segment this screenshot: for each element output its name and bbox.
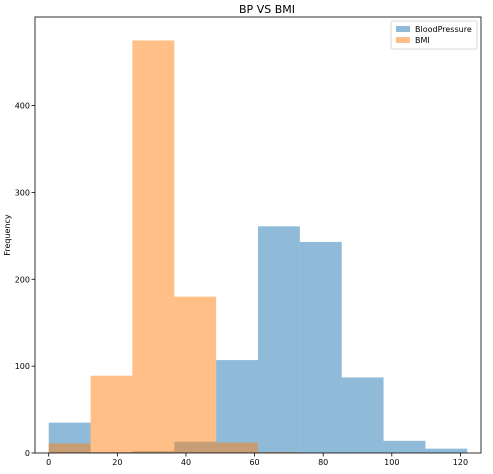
legend-label-bmi: BMI xyxy=(415,36,430,45)
bars-group xyxy=(48,40,468,454)
legend-swatch-bloodpressure xyxy=(396,26,410,32)
y-tick-label: 0 xyxy=(25,449,30,458)
y-tick-label: 100 xyxy=(15,362,30,371)
bar-bmi-5 xyxy=(258,452,300,453)
legend-swatch-bmi xyxy=(396,37,410,43)
x-tick-label: 80 xyxy=(318,458,328,467)
x-tick-label: 40 xyxy=(181,458,191,467)
ticks-group: 0 20 40 60 80 100 120 0 100 200 300 400 xyxy=(15,102,468,467)
bar-bloodpressure-7 xyxy=(341,377,384,453)
x-tick-label: 100 xyxy=(384,458,399,467)
plot-frame xyxy=(34,16,482,454)
x-tick-label: 0 xyxy=(46,458,51,467)
y-axis-label: Frequency xyxy=(3,214,12,256)
bar-bmi-2 xyxy=(132,40,175,454)
bar-bmi-0 xyxy=(48,443,91,453)
x-tick-label: 20 xyxy=(112,458,122,467)
bar-bloodpressure-4 xyxy=(216,360,258,453)
bar-bmi-1 xyxy=(90,375,133,453)
x-tick-label: 60 xyxy=(249,458,259,467)
bar-bmi-3 xyxy=(174,296,217,453)
bar-bloodpressure-6 xyxy=(299,241,342,453)
x-tick-label: 120 xyxy=(453,458,468,467)
y-tick-label: 300 xyxy=(15,188,30,197)
y-tick-label: 200 xyxy=(15,275,30,284)
legend: BloodPressure BMI xyxy=(390,20,478,50)
bar-bloodpressure-5 xyxy=(258,226,300,453)
y-tick-label: 400 xyxy=(15,102,30,111)
bar-bloodpressure-9 xyxy=(425,448,468,453)
legend-label-bloodpressure: BloodPressure xyxy=(415,25,472,34)
bar-bloodpressure-8 xyxy=(383,440,426,453)
bar-bmi-4 xyxy=(216,442,258,453)
chart-title: BP VS BMI xyxy=(239,3,295,16)
legend-box xyxy=(390,20,478,50)
